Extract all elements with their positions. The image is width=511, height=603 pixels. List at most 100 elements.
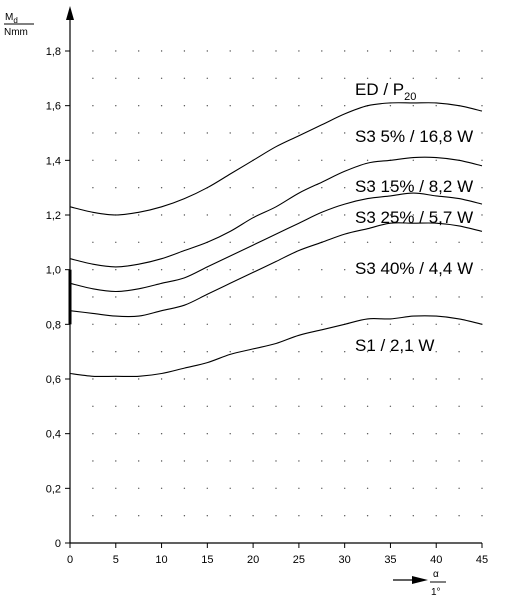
grid-dot — [412, 214, 414, 216]
grid-dot — [92, 159, 94, 161]
grid-dot — [252, 105, 254, 107]
grid-dot — [344, 351, 346, 353]
grid-dot — [160, 351, 163, 353]
grid-dot — [435, 187, 437, 189]
grid-dot — [92, 433, 94, 435]
grid-dot — [275, 296, 277, 298]
grid-dot — [435, 50, 437, 52]
grid-dot — [138, 50, 140, 52]
grid-dot — [321, 405, 323, 407]
grid-dot — [252, 433, 254, 435]
grid-dot — [252, 132, 254, 134]
grid-dot — [344, 50, 346, 52]
grid-dot — [298, 323, 300, 325]
grid-dot — [252, 214, 254, 216]
grid-dot — [298, 487, 300, 489]
grid-dot — [160, 487, 163, 489]
grid-dot — [115, 241, 117, 243]
grid-dot — [115, 159, 117, 161]
grid-dot — [115, 105, 117, 107]
grid-dot — [321, 487, 323, 489]
grid-dot — [458, 269, 460, 271]
grid-dot — [389, 323, 392, 325]
grid-dot — [458, 50, 460, 52]
grid-dot — [138, 105, 140, 107]
grid-dot — [160, 433, 163, 435]
grid-dot — [389, 515, 392, 517]
grid-dot — [321, 351, 323, 353]
grid-dot — [481, 50, 483, 52]
grid-dot — [138, 378, 140, 380]
grid-dot — [481, 105, 483, 107]
grid-dot — [366, 351, 369, 353]
grid-dot — [389, 269, 392, 271]
grid-dot — [183, 323, 186, 325]
grid-dot — [183, 487, 186, 489]
grid-dot — [92, 351, 94, 353]
x-tick-label: 40 — [430, 554, 442, 566]
grid-dot — [298, 50, 300, 52]
grid-dot — [412, 296, 414, 298]
grid-dot — [412, 77, 414, 80]
grid-dot — [389, 241, 392, 243]
grid-dot — [183, 187, 186, 189]
grid-dot — [458, 515, 460, 517]
grid-dot — [252, 405, 254, 407]
grid-dot — [344, 187, 346, 189]
grid-dot — [344, 487, 346, 489]
grid-dot — [138, 296, 140, 298]
grid-dot — [183, 433, 186, 435]
grid-dot — [344, 159, 346, 161]
grid-dot — [252, 50, 254, 52]
grid-dot — [138, 77, 140, 80]
grid-dot — [344, 269, 346, 271]
grid-dot — [183, 515, 186, 517]
grid-dot — [115, 77, 117, 80]
grid-dot — [206, 515, 208, 517]
y-tick-label: 1,6 — [46, 101, 61, 113]
grid-dot — [275, 241, 277, 243]
grid-dot — [298, 214, 300, 216]
y-axis-label-bottom: Nmm — [4, 27, 28, 38]
grid-dot — [321, 187, 323, 189]
grid-dot — [160, 214, 163, 216]
grid-dot — [275, 50, 277, 52]
grid-dot — [252, 460, 254, 462]
grid-dot — [275, 433, 277, 435]
grid-dot — [435, 433, 437, 435]
grid-dot — [229, 214, 231, 216]
x-tick-label: 30 — [339, 554, 351, 566]
grid-dot — [229, 460, 231, 462]
grid-dot — [160, 405, 163, 407]
series-label: S3 25% / 5,7 W — [355, 208, 473, 227]
grid-dot — [206, 487, 208, 489]
grid-dot — [366, 378, 369, 380]
grid-dot — [92, 214, 94, 216]
grid-dot — [458, 296, 460, 298]
grid-dot — [275, 159, 277, 161]
grid-dot — [275, 487, 277, 489]
grid-dot — [366, 159, 369, 161]
grid-dot — [160, 159, 163, 161]
grid-dot — [412, 460, 414, 462]
grid-dot — [138, 187, 140, 189]
grid-dot — [92, 460, 94, 462]
grid-dot — [138, 460, 140, 462]
grid-dot — [138, 487, 140, 489]
grid-dot — [183, 460, 186, 462]
grid-dot — [412, 351, 414, 353]
grid-dot — [160, 460, 163, 462]
grid-dot — [366, 515, 369, 517]
grid-dot — [435, 460, 437, 462]
grid-dot — [389, 405, 392, 407]
grid-dot — [344, 241, 346, 243]
grid-dot — [458, 378, 460, 380]
grid-dot — [389, 460, 392, 462]
grid-dot — [160, 77, 163, 80]
grid-dot — [115, 460, 117, 462]
grid-dot — [229, 241, 231, 243]
grid-dot — [458, 351, 460, 353]
grid-dot — [92, 323, 94, 325]
grid-dot — [321, 433, 323, 435]
